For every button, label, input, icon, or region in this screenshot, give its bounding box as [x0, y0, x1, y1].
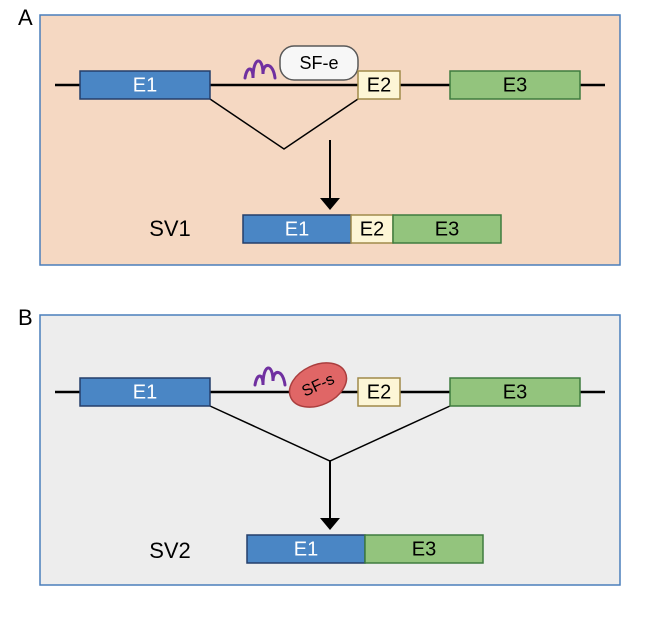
exon-label-E3: E3	[412, 538, 436, 560]
product-label: SV1	[149, 216, 191, 241]
exon-label-E1: E1	[133, 74, 157, 96]
panel-letter: B	[18, 305, 33, 330]
exon-label-E2: E2	[367, 381, 391, 403]
product-label: SV2	[149, 538, 191, 563]
exon-label-E2: E2	[367, 74, 391, 96]
panel-letter: A	[18, 5, 33, 30]
exon-label-E1: E1	[133, 381, 157, 403]
exon-label-E1: E1	[285, 218, 309, 240]
exon-label-E3: E3	[503, 381, 527, 403]
exon-label-SFe: SF-e	[299, 53, 338, 73]
exon-label-E3: E3	[435, 218, 459, 240]
panel-A: A E1 SF-e E2 E3 SV1 E1 E2 E3	[18, 5, 620, 265]
exon-label-E2: E2	[360, 218, 384, 240]
exon-label-E3: E3	[503, 74, 527, 96]
exon-label-E1: E1	[294, 538, 318, 560]
panel-B: BE1E2E3SF-sSV2E1E3	[18, 305, 620, 585]
